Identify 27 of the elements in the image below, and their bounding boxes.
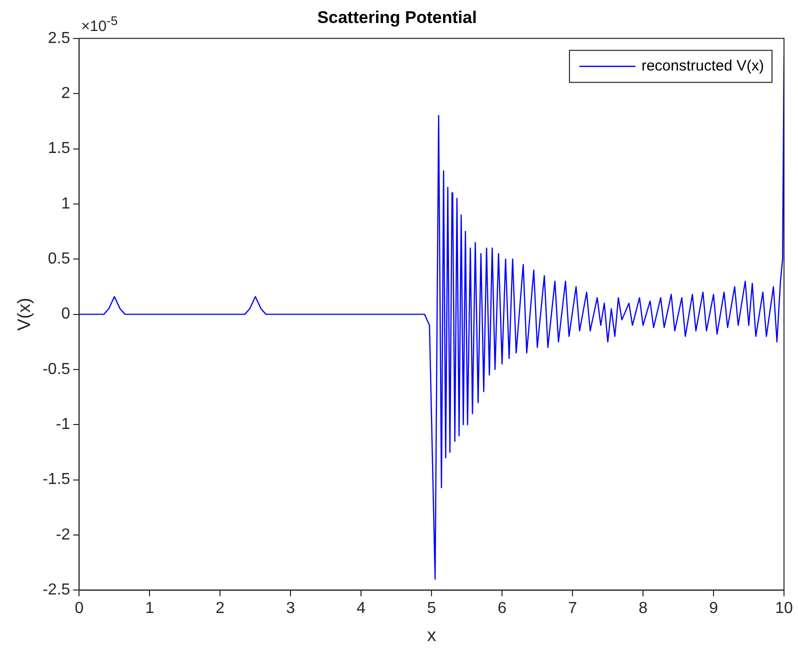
x-tick-label: 6 — [498, 600, 507, 618]
x-tick-label: 4 — [356, 600, 366, 618]
y-tick-label: -2.5 — [42, 582, 70, 599]
x-tick-label: 7 — [568, 600, 578, 618]
text: ×10$^{-5}$ — [81, 14, 118, 36]
y-tick-label: 0 — [61, 306, 70, 323]
legend-label: reconstructed V(x) — [641, 58, 764, 75]
y-tick-label: 0.5 — [48, 250, 70, 268]
x-tick-label: 9 — [709, 600, 718, 618]
chart-title: Scattering Potential — [317, 8, 477, 27]
y-tick-label: 1.5 — [48, 140, 70, 158]
y-tick-label: -0.5 — [42, 360, 70, 378]
x-tick-label: 0 — [74, 600, 84, 618]
y-tick-label: 2 — [61, 84, 70, 102]
x-tick-label: 3 — [286, 600, 296, 618]
y-axis-title: V(x) — [14, 298, 34, 331]
x-tick-label: 2 — [216, 600, 225, 618]
y-tick-label: 1 — [61, 195, 70, 212]
x-tick-label: 5 — [427, 600, 436, 618]
x-tick-label: 1 — [145, 600, 154, 618]
x-axis-title: x — [427, 625, 436, 646]
x-tick-label: 10 — [775, 600, 793, 618]
y-tick-label: 2.5 — [48, 30, 70, 47]
y-tick-label: -1 — [56, 416, 70, 434]
x-tick-label: 8 — [638, 600, 648, 618]
y-tick-label: -2 — [56, 526, 70, 544]
y-tick-label: -1.5 — [42, 471, 70, 488]
